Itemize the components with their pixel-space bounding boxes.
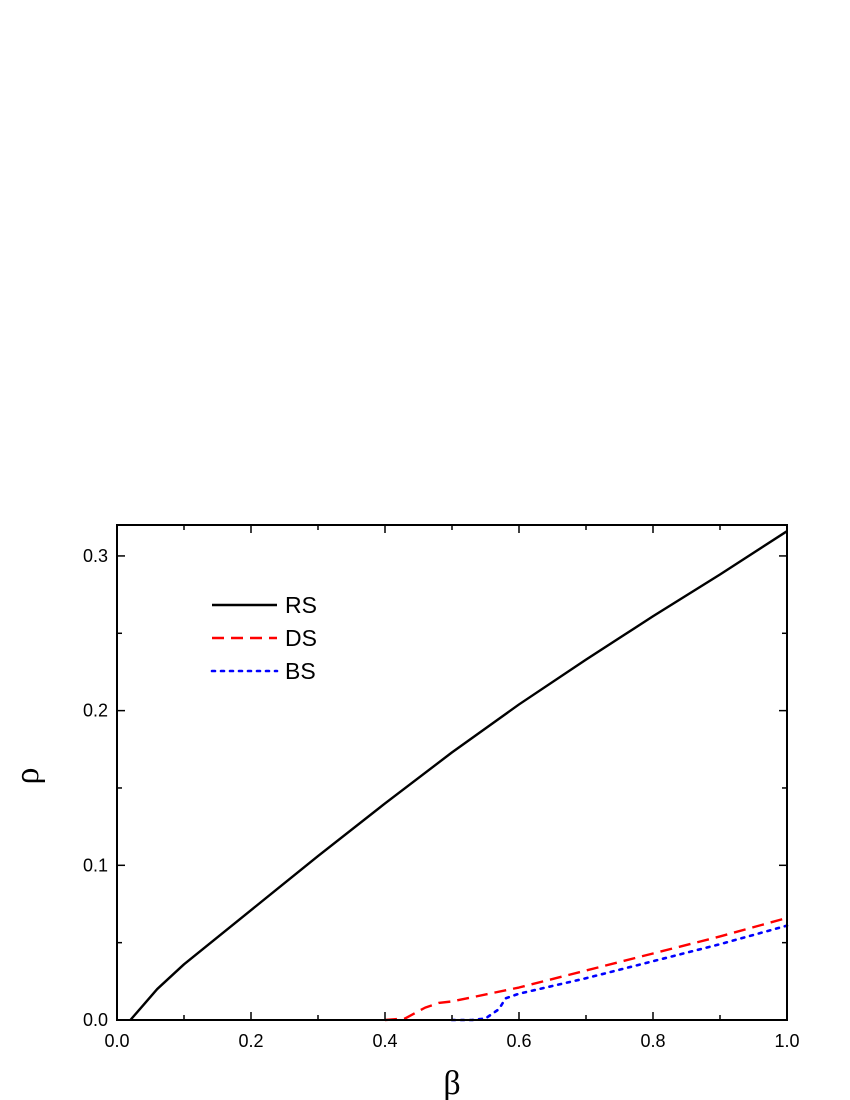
legend: RS DS BS xyxy=(210,592,317,684)
series-line-rs xyxy=(129,530,788,1021)
y-tick-label: 0.0 xyxy=(83,1010,108,1030)
x-axis-title: β xyxy=(443,1065,460,1100)
series-line-bs xyxy=(450,924,789,1022)
ticks xyxy=(116,525,788,1021)
y-tick-label: 0.2 xyxy=(83,701,108,721)
x-tick-label: 0.8 xyxy=(640,1031,665,1051)
series-line-ds xyxy=(384,916,788,1022)
x-tick-label: 0.0 xyxy=(104,1031,129,1051)
y-axis-title: ρ xyxy=(9,768,46,785)
legend-label-ds: DS xyxy=(285,625,317,651)
legend-label-bs: BS xyxy=(285,658,316,684)
x-tick-label: 0.6 xyxy=(506,1031,531,1051)
y-tick-label: 0.3 xyxy=(83,546,108,566)
legend-label-rs: RS xyxy=(285,592,317,618)
x-tick-label: 1.0 xyxy=(774,1031,799,1051)
x-tick-label: 0.4 xyxy=(372,1031,397,1051)
y-tick-label: 0.1 xyxy=(83,855,108,875)
x-tick-label: 0.2 xyxy=(238,1031,263,1051)
tick-labels: 0.0 0.2 0.4 0.6 0.8 1.0 0.0 0.1 0.2 0.3 xyxy=(83,546,800,1051)
